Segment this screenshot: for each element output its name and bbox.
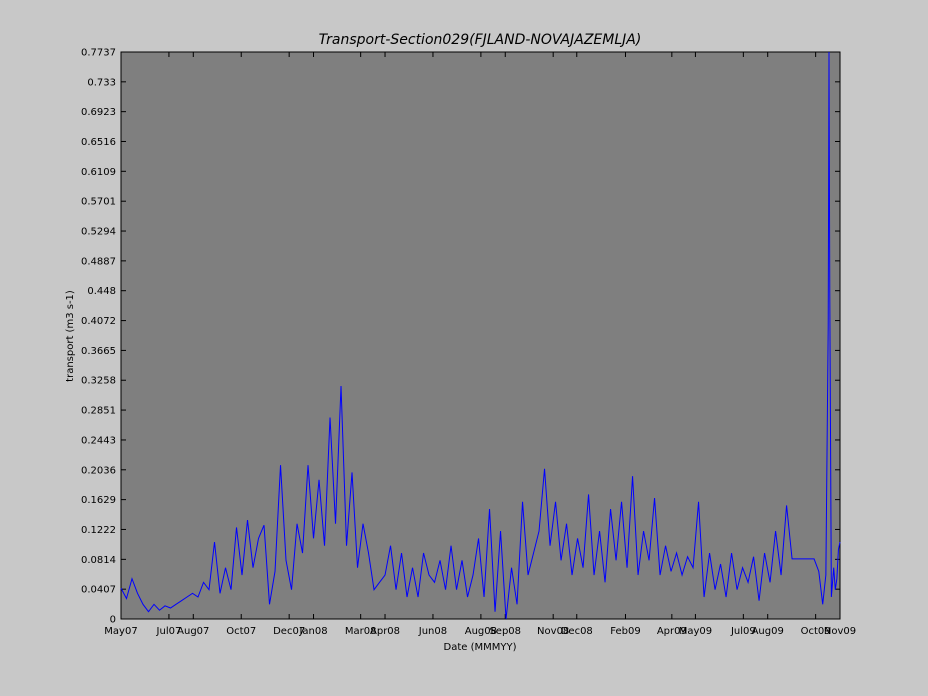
- y-tick-label: 0.0407: [81, 585, 116, 596]
- y-tick-label: 0: [110, 615, 116, 626]
- y-tick-label: 0.2036: [81, 465, 116, 476]
- x-tick-label: Aug07: [177, 626, 209, 637]
- y-tick-label: 0.6516: [81, 137, 116, 148]
- y-tick-label: 0.0814: [81, 555, 116, 566]
- x-tick-label: May09: [679, 626, 712, 637]
- transport-series-line: [120, 51, 841, 620]
- y-axis-ticks: 0 0.0407 0.0814 0.1222 0.1629 0.2036 0.2443 0.2…: [81, 48, 840, 626]
- y-tick-label: 0.4072: [81, 316, 116, 327]
- x-tick-label: Feb09: [610, 626, 640, 637]
- x-tick-label: Dec08: [561, 626, 593, 637]
- series-layer: [120, 51, 841, 620]
- x-tick-label: Aug09: [752, 626, 784, 637]
- x-tick-label: Nov08: [537, 626, 569, 637]
- x-tick-label: Nov09: [824, 626, 856, 637]
- y-tick-label: 0.7737: [81, 48, 116, 59]
- x-axis-label: Date (MMMYY): [444, 642, 517, 653]
- chart-title: Transport-Section029(FJLAND-NOVAJAZEMLJA…: [319, 32, 642, 48]
- y-tick-label: 0.2851: [81, 406, 116, 417]
- x-tick-label: Aug08: [465, 626, 497, 637]
- plot-area: [120, 51, 841, 620]
- y-tick-label: 0.6923: [81, 107, 116, 118]
- x-tick-label: May07: [104, 626, 137, 637]
- x-tick-label: Jan08: [298, 626, 327, 637]
- x-tick-label: Jul07: [156, 626, 182, 637]
- x-tick-label: Oct09: [801, 626, 831, 637]
- y-tick-label: 0.5701: [81, 197, 116, 208]
- y-tick-label: 0.4887: [81, 256, 116, 267]
- y-tick-label: 0.5294: [81, 227, 116, 238]
- y-tick-label: 0.1222: [81, 525, 116, 536]
- y-tick-label: 0.6109: [81, 167, 116, 178]
- x-tick-label: Apr09: [657, 626, 687, 637]
- y-tick-label: 0.448: [87, 286, 116, 297]
- y-axis-label: transport (m3 s-1): [65, 290, 76, 382]
- y-tick-label: 0.3258: [81, 376, 116, 387]
- x-tick-label: Mar08: [345, 626, 377, 637]
- x-tick-label: Dec07: [273, 626, 305, 637]
- x-tick-label: Jul09: [730, 626, 756, 637]
- x-tick-label: Oct07: [226, 626, 256, 637]
- y-tick-label: 0.3665: [81, 346, 116, 357]
- x-tick-label: Apr08: [370, 626, 400, 637]
- x-tick-label: Jun08: [418, 626, 447, 637]
- y-tick-label: 0.733: [87, 77, 116, 88]
- x-tick-label: Sep08: [489, 626, 521, 637]
- y-tick-label: 0.2443: [81, 435, 116, 446]
- y-tick-label: 0.1629: [81, 495, 116, 506]
